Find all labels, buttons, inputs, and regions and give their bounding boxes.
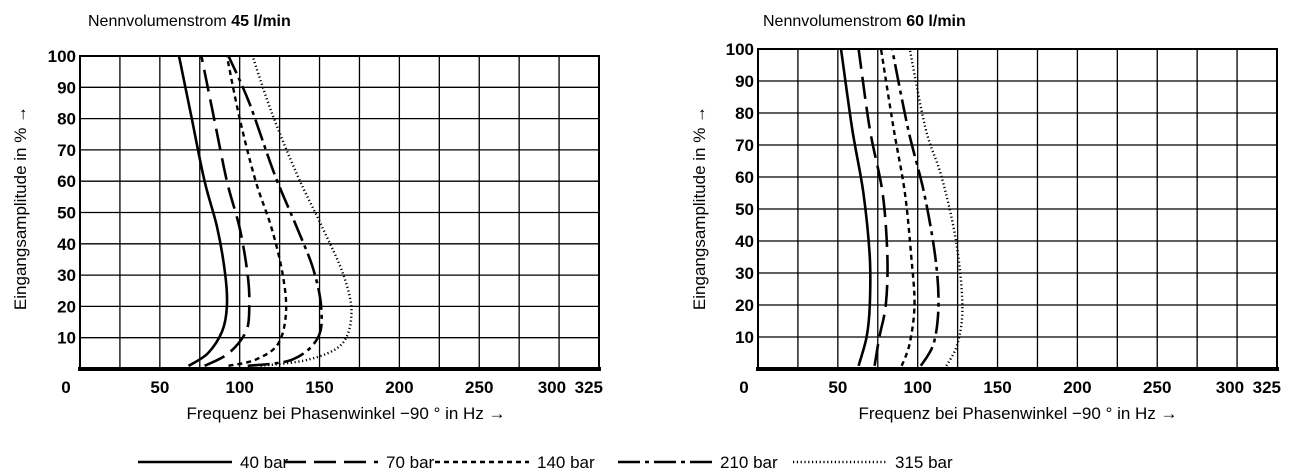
y-tick-label: 90 (735, 72, 754, 91)
y-tick-label: 70 (57, 141, 76, 160)
x-tick-label: 300 (1216, 378, 1244, 397)
chart-45-lpm: Nennvolumenstrom 45 l/min Eingangsamplit… (11, 13, 603, 423)
x-tick-label: 50 (150, 378, 169, 397)
legend-label: 140 bar (537, 453, 595, 472)
x-tick-label: 250 (465, 378, 493, 397)
y-tick-label: 30 (735, 264, 754, 283)
y-tick-label: 60 (57, 172, 76, 191)
legend: 40 bar 70 bar 140 bar 210 bar 315 bar (138, 453, 953, 472)
x-tick-label: 100 (226, 378, 254, 397)
x-axis-title: Frequenz bei Phasenwinkel −90 ° in Hz → (858, 404, 1177, 423)
y-tick-label: 50 (735, 200, 754, 219)
x-tick-label: 0 (61, 378, 70, 397)
series-line-70-bar (857, 48, 889, 367)
y-tick-label: 10 (735, 328, 754, 347)
y-tick-label: 10 (57, 329, 76, 348)
legend-label: 40 bar (240, 453, 289, 472)
y-tick-label: 60 (735, 168, 754, 187)
x-tick-label: 300 (538, 378, 566, 397)
y-tick-label: 40 (735, 232, 754, 251)
y-tick-label: 20 (57, 297, 76, 316)
series-line-315-bar (908, 48, 964, 367)
x-tick-label: 250 (1143, 378, 1171, 397)
series-line-210-bar (227, 55, 324, 368)
x-tick-label: 200 (385, 378, 413, 397)
series-line-40-bar (177, 55, 229, 368)
chart-title: Nennvolumenstrom 60 l/min (763, 13, 966, 30)
series-line-40-bar (839, 48, 872, 367)
series-line-140-bar (225, 55, 288, 368)
x-tick-label: 325 (1253, 378, 1281, 397)
x-tick-label: 150 (983, 378, 1011, 397)
series-line-210-bar (890, 48, 940, 367)
chart-title: Nennvolumenstrom 45 l/min (88, 13, 291, 30)
x-tick-label: 150 (305, 378, 333, 397)
y-tick-label: 100 (726, 40, 754, 59)
legend-label: 315 bar (895, 453, 953, 472)
y-tick-label: 50 (57, 204, 76, 223)
chart-60-lpm: Nennvolumenstrom 60 l/min Eingangsamplit… (690, 13, 1281, 423)
x-tick-label: 50 (828, 378, 847, 397)
x-tick-label: 0 (739, 378, 748, 397)
series-line-70-bar (200, 55, 251, 368)
x-tick-label: 325 (575, 378, 603, 397)
y-tick-label: 20 (735, 296, 754, 315)
y-axis-title: Eingangsamplitude in % → (690, 106, 709, 310)
x-axis-title: Frequenz bei Phasenwinkel −90 ° in Hz → (186, 404, 505, 423)
y-tick-label: 30 (57, 266, 76, 285)
y-tick-label: 40 (57, 235, 76, 254)
legend-label: 210 bar (720, 453, 778, 472)
y-axis-title: Eingangsamplitude in % → (11, 106, 30, 310)
x-tick-label: 200 (1063, 378, 1091, 397)
series-line-315-bar (251, 55, 353, 368)
y-tick-label: 80 (735, 104, 754, 123)
y-tick-label: 80 (57, 110, 76, 129)
legend-label: 70 bar (386, 453, 435, 472)
series-line-140-bar (879, 48, 916, 367)
y-tick-label: 90 (57, 78, 76, 97)
x-tick-label: 100 (904, 378, 932, 397)
y-tick-label: 70 (735, 136, 754, 155)
y-tick-label: 100 (48, 47, 76, 66)
